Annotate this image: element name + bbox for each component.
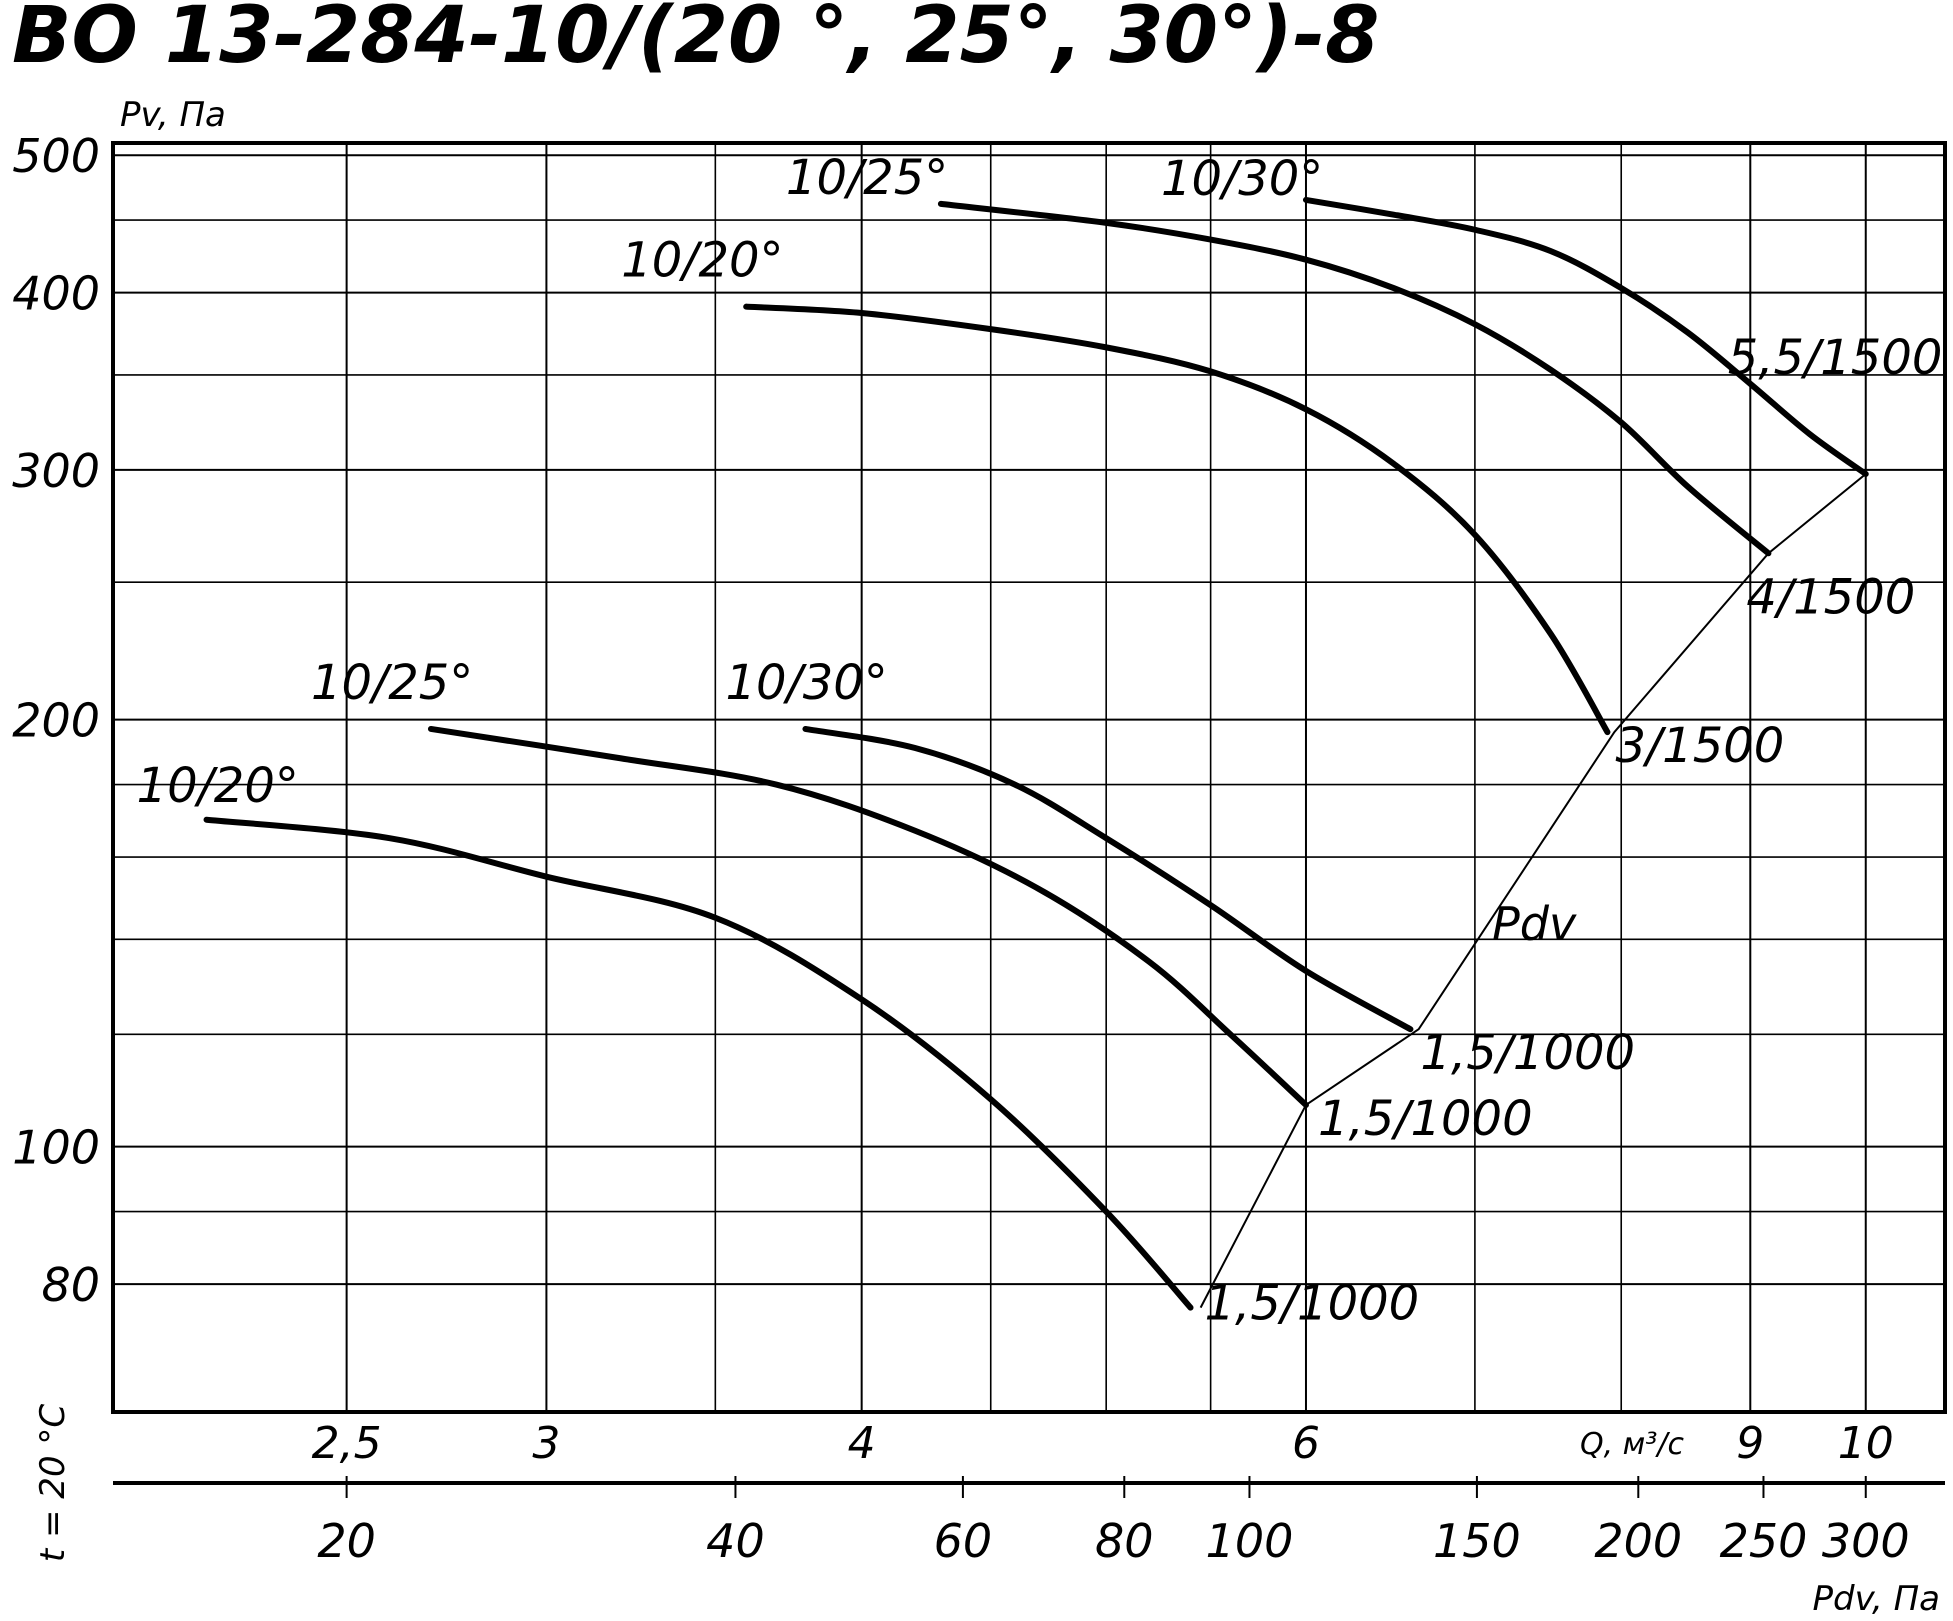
curve-4 [743,303,1611,736]
y-tick-label: 80 [41,1258,100,1312]
pdv-tick-label: 20 [317,1514,376,1568]
series-end-label: 3/1500 [1615,718,1784,774]
series-name-label: 10/30° [725,655,887,711]
x-tick-label: 10 [1838,1418,1894,1469]
plot-border [111,141,1947,1414]
y-tick-label: 200 [12,694,100,748]
performance-curves [203,196,1869,1311]
temperature-label: t = 20 °C [33,1404,73,1563]
curve-3 [802,725,1414,1033]
series-end-label: 1,5/1000 [1318,1091,1533,1147]
pdv-line-label: Pdv [1492,897,1577,951]
pdv-tick-label: 300 [1822,1514,1910,1568]
series-name-label: 10/20° [621,233,783,289]
y-tick-label: 300 [12,444,100,498]
series-end-label: 4/1500 [1746,569,1915,625]
series-name-label: 10/25° [311,655,473,711]
curve-6 [1302,196,1869,477]
y-axis-label: Pv, Па [120,95,226,135]
series-name-label: 10/30° [1161,151,1323,207]
x-tick-label: 4 [848,1418,876,1469]
pdv-line [1199,473,1867,1309]
chart-title: ВО 13-284-10/(20 °, 25°, 30°)-8 [12,0,1379,81]
pdv-tick-label: 250 [1720,1514,1808,1568]
pdv-tick-label: 40 [706,1514,765,1568]
series-end-label: 1,5/1000 [1205,1276,1420,1332]
pdv-tick-label: 100 [1206,1514,1294,1568]
curve-1 [203,816,1194,1311]
pdv-tick-label: 80 [1095,1514,1154,1568]
y-tick-label: 500 [12,129,100,183]
series-end-label: 5,5/1500 [1728,330,1943,386]
x-tick-label: 3 [532,1418,560,1469]
curve-5 [937,200,1772,557]
series-end-label: 1,5/1000 [1420,1025,1635,1081]
series-name-label: 10/25° [786,150,948,206]
plot-frame [111,141,1947,1498]
x-axis-label: Q, м³/с [1580,1427,1684,1462]
x-tick-label: 9 [1736,1418,1764,1469]
x-tick-label: 2,5 [312,1418,382,1469]
y-tick-label: 100 [12,1121,100,1175]
y-tick-label: 400 [12,267,100,321]
pdv-tick-label: 200 [1594,1514,1682,1568]
grid [113,143,1945,1412]
pdv-tick-label: 150 [1433,1514,1521,1568]
curve-2 [427,725,1309,1108]
series-name-label: 10/20° [137,758,299,814]
labels: 500 400 300 200 100 80 2,5 3 4 6 9 10 20 40 60 80 100 150… [12,0,1942,1619]
pdv-axis-label: Pdv, Па [1813,1579,1940,1619]
pdv-tick-label: 60 [934,1514,993,1568]
x-tick-label: 6 [1292,1418,1320,1469]
